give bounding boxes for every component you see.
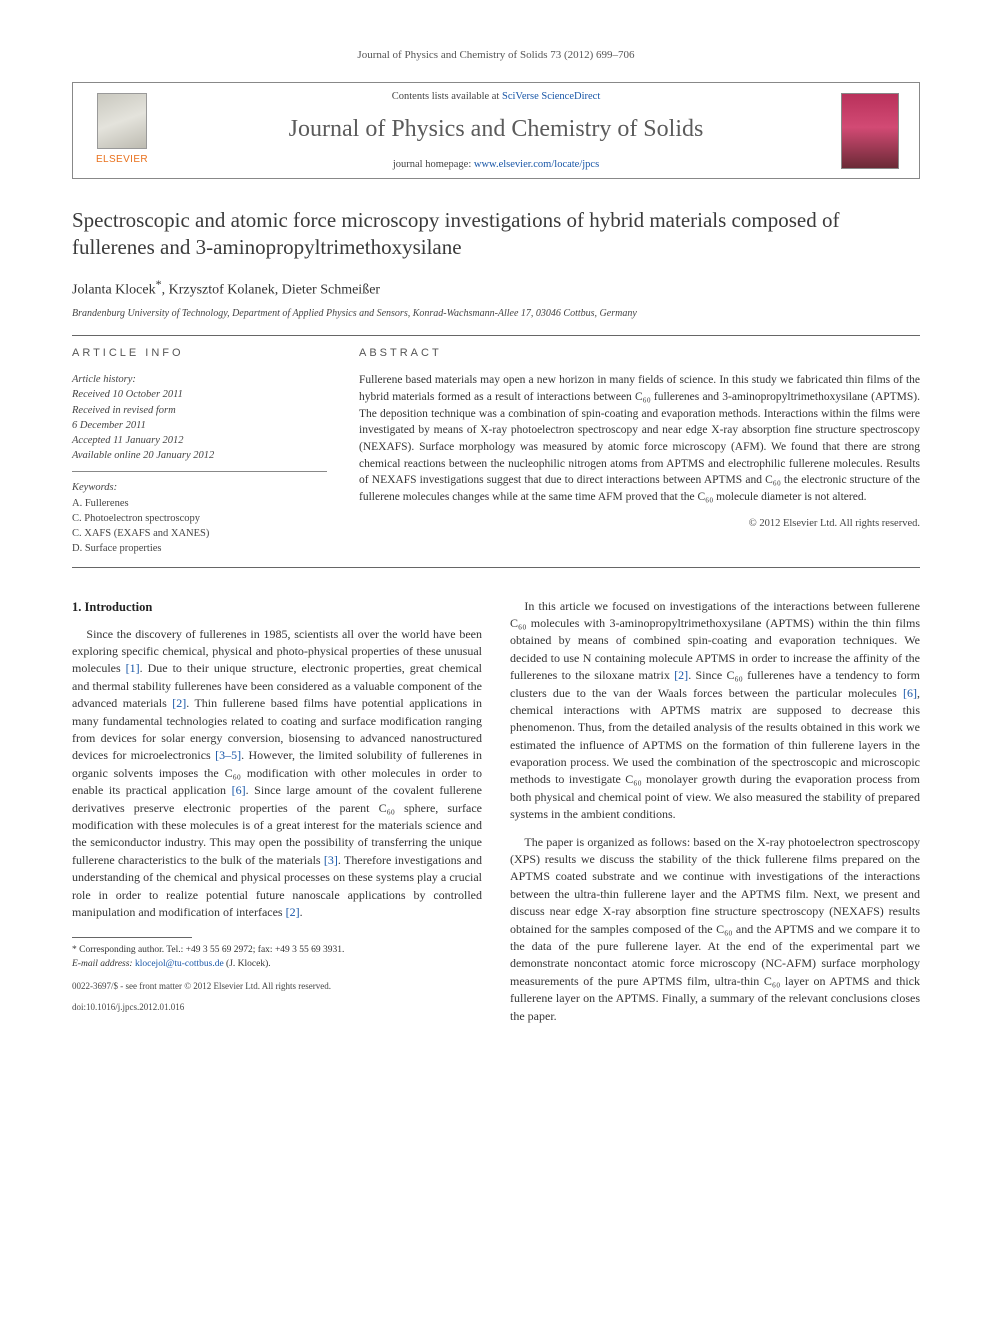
citation-link[interactable]: [2] (172, 696, 186, 710)
homepage-prefix: journal homepage: (393, 159, 474, 170)
keyword: C. Photoelectron spectroscopy (72, 511, 327, 526)
article-body: 1. Introduction Since the discovery of f… (72, 598, 920, 1025)
authors-rest: , Krzysztof Kolanek, Dieter Schmeißer (162, 282, 380, 297)
contents-prefix: Contents lists available at (392, 91, 502, 102)
contents-available-line: Contents lists available at SciVerse Sci… (161, 89, 831, 104)
abstract-label: abstract (359, 346, 920, 362)
article-history: Article history: Received 10 October 201… (72, 372, 327, 472)
title-block: Spectroscopic and atomic force microscop… (72, 207, 920, 262)
email-who: (J. Klocek). (224, 959, 271, 969)
citation-link[interactable]: [1] (126, 661, 140, 675)
email-link[interactable]: klocejol@tu-cottbus.de (135, 959, 224, 969)
keywords-block: Keywords: A. Fullerenes C. Photoelectron… (72, 480, 327, 556)
article-info-column: article info Article history: Received 1… (72, 346, 327, 556)
journal-cover-thumb-icon (841, 93, 899, 169)
article-info-label: article info (72, 346, 327, 362)
footnote-separator (72, 937, 192, 938)
footnotes: * Corresponding author. Tel.: +49 3 55 6… (72, 944, 482, 972)
masthead: ELSEVIER Contents lists available at Sci… (72, 82, 920, 179)
keyword: C. XAFS (EXAFS and XANES) (72, 526, 327, 541)
masthead-center: Contents lists available at SciVerse Sci… (161, 89, 831, 172)
doi-line: doi:10.1016/j.jpcs.2012.01.016 (72, 1001, 482, 1014)
keyword: A. Fullerenes (72, 496, 327, 511)
intro-paragraph-3: The paper is organized as follows: based… (510, 834, 920, 1025)
divider-bottom (72, 567, 920, 568)
homepage-line: journal homepage: www.elsevier.com/locat… (161, 157, 831, 172)
publisher-wordmark: ELSEVIER (96, 153, 148, 168)
abstract-column: abstract Fullerene based materials may o… (359, 346, 920, 556)
citation-link[interactable]: [6] (232, 783, 246, 797)
intro-paragraph-2: In this article we focused on investigat… (510, 598, 920, 824)
email-line: E-mail address: klocejol@tu-cottbus.de (… (72, 958, 482, 972)
body-text: . (300, 905, 303, 919)
section-heading-introduction: 1. Introduction (72, 598, 482, 616)
journal-name: Journal of Physics and Chemistry of Soli… (161, 112, 831, 147)
history-line: Accepted 11 January 2012 (72, 433, 327, 448)
history-line: Received 10 October 2011 (72, 387, 327, 402)
affiliation: Brandenburg University of Technology, De… (72, 307, 920, 322)
intro-paragraph-1: Since the discovery of fullerenes in 198… (72, 626, 482, 922)
running-header: Journal of Physics and Chemistry of Soli… (72, 48, 920, 64)
citation-link[interactable]: [3–5] (215, 748, 241, 762)
history-line: Received in revised form (72, 403, 327, 418)
article-title: Spectroscopic and atomic force microscop… (72, 207, 920, 262)
citation-link[interactable]: [3] (324, 853, 338, 867)
info-abstract-grid: article info Article history: Received 1… (72, 346, 920, 556)
email-label: E-mail address: (72, 959, 135, 969)
history-line: 6 December 2011 (72, 418, 327, 433)
author-primary: Jolanta Klocek (72, 282, 156, 297)
body-text: , chemical interactions with APTMS matri… (510, 686, 920, 822)
publisher-logo: ELSEVIER (83, 93, 161, 168)
homepage-link[interactable]: www.elsevier.com/locate/jpcs (474, 159, 599, 170)
keywords-heading: Keywords: (72, 480, 327, 495)
elsevier-tree-icon (97, 93, 147, 149)
history-line: Available online 20 January 2012 (72, 448, 327, 463)
abstract-copyright: © 2012 Elsevier Ltd. All rights reserved… (359, 516, 920, 531)
author-list: Jolanta Klocek*, Krzysztof Kolanek, Diet… (72, 276, 920, 301)
abstract-text: Fullerene based materials may open a new… (359, 372, 920, 505)
history-heading: Article history: (72, 372, 327, 387)
divider-top (72, 335, 920, 336)
keyword: D. Surface properties (72, 541, 327, 556)
citation-link[interactable]: [2] (674, 668, 688, 682)
sciencedirect-link[interactable]: SciVerse ScienceDirect (502, 91, 600, 102)
citation-link[interactable]: [2] (286, 905, 300, 919)
issn-line: 0022-3697/$ - see front matter © 2012 El… (72, 980, 482, 993)
citation-link[interactable]: [6] (903, 686, 917, 700)
corresponding-author-note: * Corresponding author. Tel.: +49 3 55 6… (72, 944, 482, 958)
